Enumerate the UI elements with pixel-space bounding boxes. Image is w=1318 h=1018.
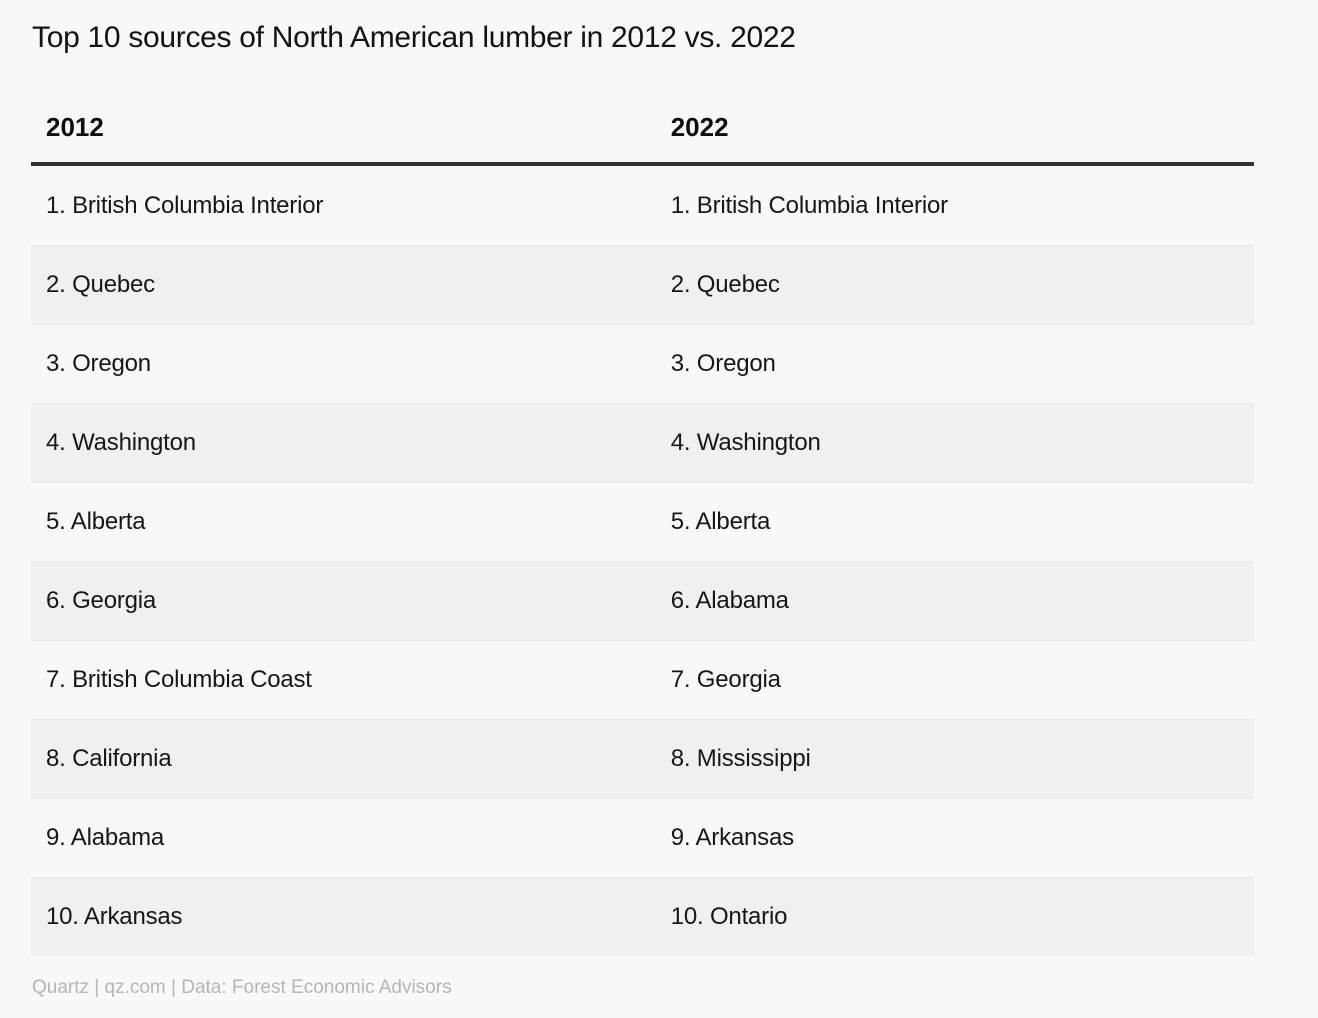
cell-2012: 7. British Columbia Coast xyxy=(46,666,312,693)
table-row: 10. Arkansas 10. Ontario xyxy=(31,877,1254,956)
cell-2022: 4. Washington xyxy=(670,429,821,456)
cell-2012: 1. British Columbia Interior xyxy=(46,191,324,219)
cell-2012: 10. Arkansas xyxy=(46,903,183,930)
cell-2012: 6. Georgia xyxy=(46,587,157,614)
table-row: 3. Oregon 3. Oregon xyxy=(31,324,1254,403)
cell-2022: 1. British Columbia Interior xyxy=(670,191,948,219)
cell-2022: 5. Alberta xyxy=(670,508,771,535)
header-rule xyxy=(31,162,1254,166)
cell-2022: 7. Georgia xyxy=(670,666,781,693)
table-row: 2. Quebec 2. Quebec xyxy=(31,245,1254,324)
cell-2022: 3. Oregon xyxy=(670,350,776,377)
table-row: 7. British Columbia Coast 7. Georgia xyxy=(31,640,1254,719)
table-row: 9. Alabama 9. Arkansas xyxy=(31,798,1254,877)
table-row: 5. Alberta 5. Alberta xyxy=(31,482,1254,561)
cell-2022: 8. Mississippi xyxy=(670,745,811,772)
table-row: 8. California 8. Mississippi xyxy=(31,719,1254,798)
cell-2012: 5. Alberta xyxy=(46,508,146,535)
table-row: 1. British Columbia Interior 1. British … xyxy=(31,166,1254,245)
column-header-2012: 2012 xyxy=(46,112,104,142)
cell-2022: 9. Arkansas xyxy=(670,824,794,851)
cell-2012: 2. Quebec xyxy=(46,271,155,298)
cell-2012: 9. Alabama xyxy=(46,824,165,851)
table-header-row: 2012 2022 xyxy=(31,113,1254,162)
cell-2012: 4. Washington xyxy=(46,429,196,456)
cell-2012: 8. California xyxy=(46,745,172,772)
source-attribution: Quartz | qz.com | Data: Forest Economic … xyxy=(32,977,452,998)
chart-title: Top 10 sources of North American lumber … xyxy=(32,21,796,54)
cell-2012: 3. Oregon xyxy=(46,350,151,377)
cell-2022: 6. Alabama xyxy=(670,587,789,614)
table-row: 6. Georgia 6. Alabama xyxy=(31,561,1254,640)
table-row: 4. Washington 4. Washington xyxy=(31,403,1254,482)
column-header-2022: 2022 xyxy=(670,112,729,142)
table-body: 1. British Columbia Interior 1. British … xyxy=(31,166,1254,956)
cell-2022: 10. Ontario xyxy=(670,903,788,930)
cell-2022: 2. Quebec xyxy=(670,271,780,298)
